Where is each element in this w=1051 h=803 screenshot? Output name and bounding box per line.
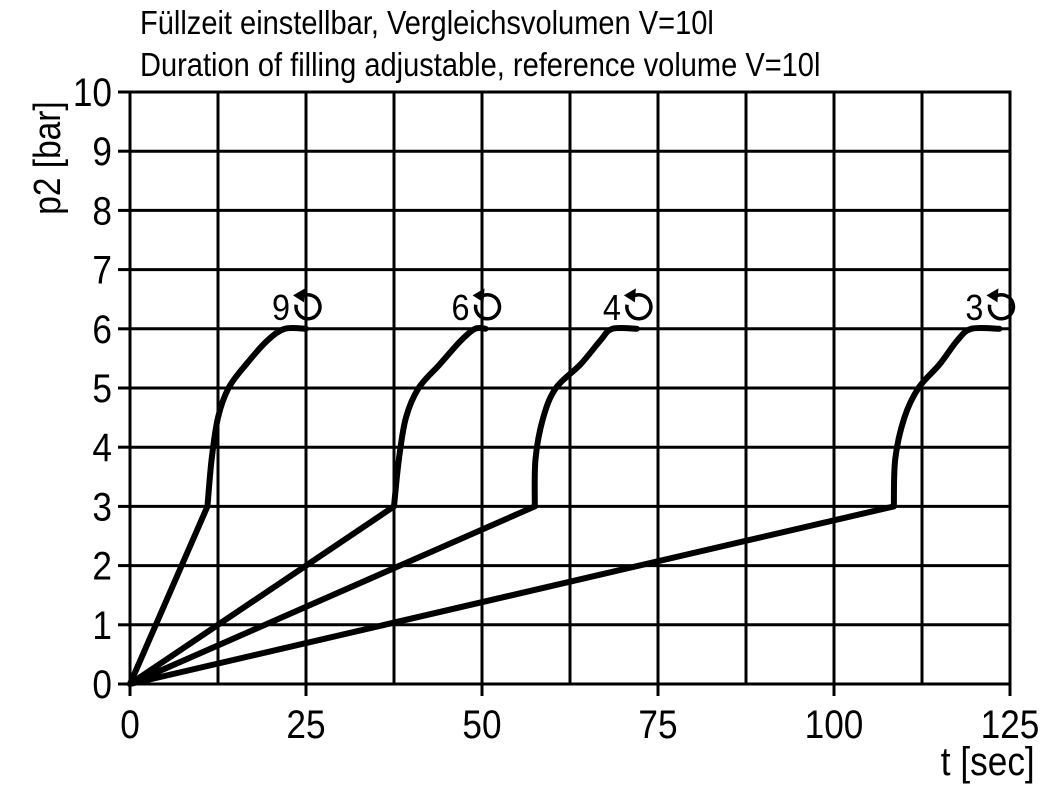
y-tick-label: 3	[92, 484, 112, 529]
series-line-3	[127, 324, 1003, 687]
rotation-ccw-icon	[473, 293, 502, 321]
series-line-4	[127, 324, 640, 687]
y-tick-label: 4	[92, 425, 112, 470]
x-axis-label: t [sec]	[941, 740, 1035, 784]
rotation-arrowhead-icon	[623, 288, 636, 303]
rotation-ccw-icon	[294, 293, 322, 321]
series-line-9	[127, 324, 309, 687]
series-label-6: 6	[452, 288, 470, 328]
y-tick-label: 9	[92, 129, 112, 174]
rotation-arrowhead-icon	[472, 288, 485, 303]
x-tick-label: 25	[286, 702, 325, 747]
series-label-9: 9	[272, 288, 290, 328]
x-tick-label: 75	[638, 702, 677, 747]
y-tick-label: 5	[92, 366, 112, 411]
x-tick-label: 125	[981, 702, 1040, 747]
series-label-3: 3	[965, 288, 983, 328]
y-tick-label: 7	[92, 248, 112, 293]
y-tick-label: 0	[92, 662, 112, 707]
y-tick-label: 1	[92, 603, 112, 648]
y-tick-label: 10	[73, 70, 112, 115]
chart-title: Füllzeit einstellbar, Vergleichsvolumen …	[140, 4, 714, 41]
x-tick-label: 100	[805, 702, 864, 747]
y-tick-label: 8	[92, 188, 112, 233]
x-tick-label: 50	[462, 702, 501, 747]
y-tick-label: 2	[92, 544, 112, 589]
series-line-6	[127, 324, 489, 687]
chart-subtitle: Duration of filling adjustable, referenc…	[140, 46, 821, 83]
y-tick-label: 6	[92, 307, 112, 352]
series-label-4: 4	[603, 288, 621, 328]
x-tick-label: 0	[120, 702, 140, 747]
rotation-ccw-icon	[987, 293, 1016, 321]
rotation-ccw-icon	[625, 293, 653, 321]
rotation-arrowhead-icon	[986, 288, 999, 303]
rotation-arrowhead-icon	[293, 288, 305, 303]
